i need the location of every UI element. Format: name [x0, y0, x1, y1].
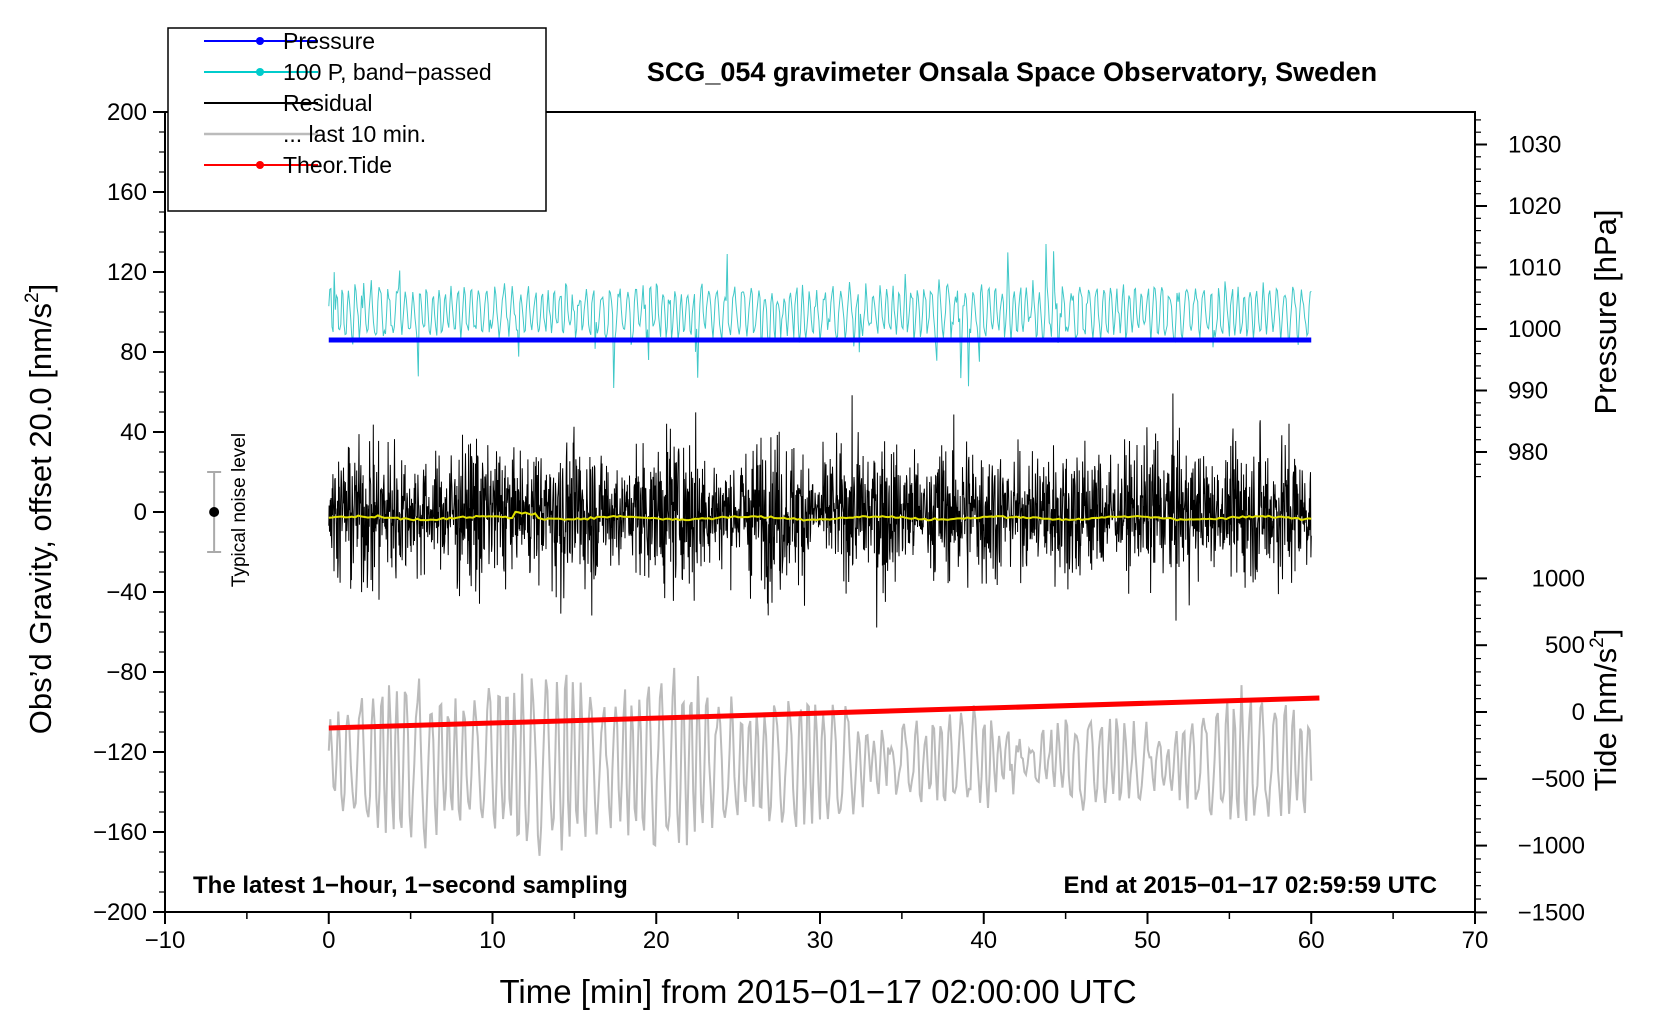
annotation-end-time: End at 2015−01−17 02:59:59 UTC [1063, 872, 1437, 899]
legend-label: Theor.Tide [283, 152, 392, 178]
axes-layer: −10 0 10 20 30 40 50 60 70−200−160−120−80−400408… [93, 99, 1585, 954]
y-tick-label: 40 [120, 419, 147, 446]
y-axis-label-sup: 2 [22, 292, 43, 303]
tide-tick-label: −1500 [1518, 899, 1585, 926]
y-axis-label: Obs’d Gravity, offset 20.0 [nm/s2] [22, 284, 58, 735]
tide-axis-label-main: Tide [nm/s [1588, 648, 1623, 792]
tide-tick-label: 500 [1545, 632, 1585, 659]
legend-marker [256, 68, 264, 76]
x-axis-label: Time [min] from 2015−01−17 02:00:00 UTC [499, 973, 1136, 1010]
tide-tick-label: −1000 [1518, 833, 1585, 860]
y-tick-label: −160 [93, 819, 147, 846]
y-tick-label: −200 [93, 899, 147, 926]
tide-tick-label: 1000 [1532, 565, 1585, 592]
tide-tick-label: −500 [1531, 766, 1585, 793]
x-tick-label: 20 [643, 927, 670, 954]
tide-axis-label-end: ] [1588, 629, 1623, 638]
series-residual [328, 393, 1312, 628]
legend-box [167, 27, 547, 212]
y-tick-label: 120 [107, 259, 147, 286]
annotation-sampling: The latest 1−hour, 1−second sampling [193, 872, 628, 899]
noise-level-indicator [207, 471, 222, 553]
y-tick-label: 160 [107, 179, 147, 206]
noise-level-label: Typical noise level [229, 433, 250, 587]
series-last-10-min [327, 667, 1313, 856]
pressure-tick-label: 1030 [1508, 132, 1561, 159]
pressure-tick-label: 980 [1508, 439, 1548, 466]
x-tick-label: 60 [1298, 927, 1325, 954]
x-tick-label: 10 [479, 927, 506, 954]
pressure-tick-label: 1020 [1508, 193, 1561, 220]
y-axis-label-main: Obs’d Gravity, offset 20.0 [nm/s [23, 303, 58, 734]
x-tick-label: −10 [145, 927, 186, 954]
pressure-tick-label: 990 [1508, 378, 1548, 405]
x-tick-label: 30 [807, 927, 834, 954]
pressure-tick-label: 1010 [1508, 255, 1561, 282]
tide-tick-label: 0 [1572, 699, 1585, 726]
x-tick-label: 40 [970, 927, 997, 954]
legend-marker [256, 37, 264, 45]
series-residual-smoothed [328, 510, 1312, 522]
series-band-passed-pressure [328, 243, 1312, 389]
tide-axis-label: Tide [nm/s2] [1587, 629, 1623, 792]
legend-label: Residual [283, 90, 373, 116]
y-tick-label: −40 [106, 579, 147, 606]
tide-axis-label-sup: 2 [1587, 637, 1608, 648]
chart-title: SCG_054 gravimeter Onsala Space Observat… [647, 57, 1377, 87]
legend-label: Pressure [283, 28, 375, 54]
series-theoretical-tide [328, 695, 1320, 731]
y-tick-label: 0 [134, 499, 147, 526]
y-axis-label-end: ] [23, 284, 58, 293]
series-layer [327, 243, 1320, 856]
legend-marker [256, 161, 264, 169]
pressure-tick-label: 1000 [1508, 316, 1561, 343]
legend-label: 100 P, band−passed [283, 59, 492, 85]
x-tick-label: 70 [1462, 927, 1489, 954]
y-tick-label: 200 [107, 99, 147, 126]
y-tick-label: −80 [106, 659, 147, 686]
x-tick-label: 50 [1134, 927, 1161, 954]
legend-label: ... last 10 min. [283, 121, 426, 147]
legend: Pressure 100 P, band−passed Residual ... la… [167, 27, 547, 212]
y-tick-label: 80 [120, 339, 147, 366]
x-tick-label: 0 [322, 927, 335, 954]
pressure-axis-label: Pressure [hPa] [1588, 209, 1623, 414]
noise-bar-dot [209, 507, 220, 517]
y-tick-label: −120 [93, 739, 147, 766]
